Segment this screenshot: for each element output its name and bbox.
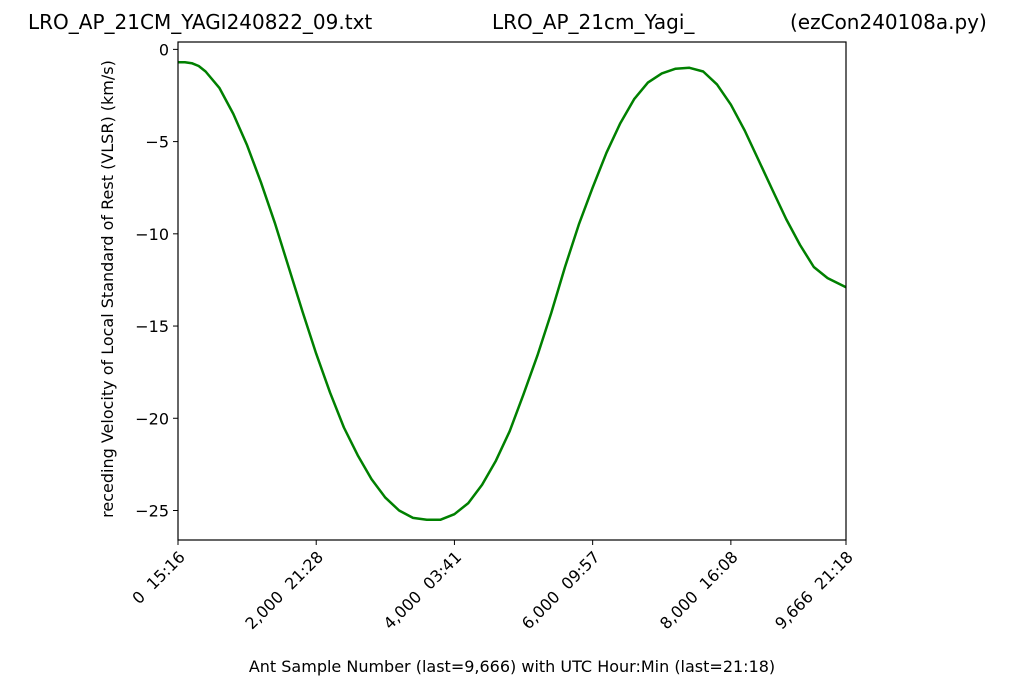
x-tick-label: 6,000 09:57: [518, 547, 604, 633]
series-line-0: [178, 61, 847, 521]
y-tick-label: −15: [135, 317, 169, 336]
axes-frame: [177, 41, 847, 541]
x-tick-label: 4,000 03:41: [380, 547, 466, 633]
y-tick-label: −5: [145, 133, 169, 152]
x-tick-label: 2,000 21:28: [241, 547, 327, 633]
y-tick-label: 0: [159, 40, 169, 59]
chart-title-center: LRO_AP_21cm_Yagi_: [492, 10, 695, 34]
x-tick-label: 8,000 16:08: [656, 547, 742, 633]
y-axis-label: receding Velocity of Local Standard of R…: [98, 60, 117, 518]
plot-area: [178, 61, 847, 521]
y-axis: 0 −5 −10 −15 −20 −25: [135, 40, 178, 520]
chart-title-left: LRO_AP_21CM_YAGI240822_09.txt: [28, 10, 373, 34]
x-tick-label: 9,666 21:18: [771, 547, 857, 633]
x-axis-label: Ant Sample Number (last=9,666) with UTC …: [249, 657, 775, 676]
x-tick-label: 0 15:16: [128, 547, 188, 607]
y-tick-label: −10: [135, 225, 169, 244]
y-tick-label: −25: [135, 501, 169, 520]
x-axis: 0 15:16 2,000 21:28 4,000 03:41 6,000 09:57…: [128, 540, 857, 633]
y-tick-label: −20: [135, 409, 169, 428]
chart-title-right: (ezCon240108a.py): [790, 10, 987, 34]
